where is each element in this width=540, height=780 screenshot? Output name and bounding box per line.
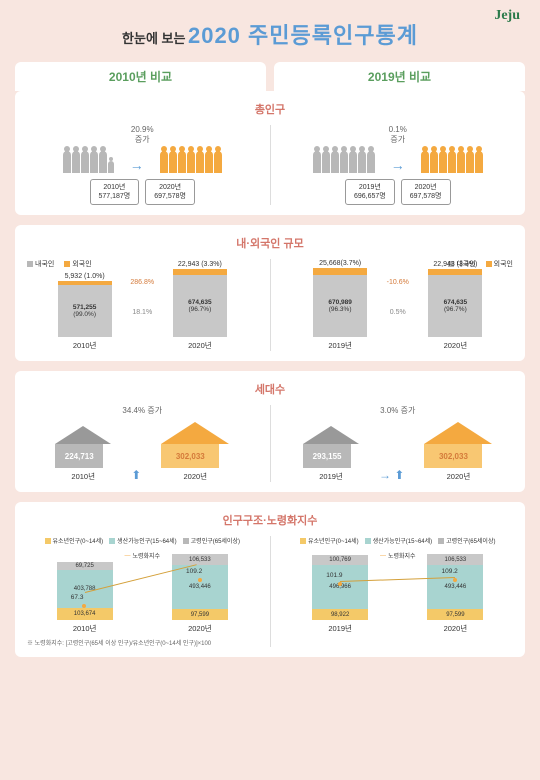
pop-right: 0.1%증가 → 2019년696,657명 2020년697,578명	[283, 125, 514, 205]
jeju-logo: Jeju	[494, 8, 520, 24]
age-seg: 106,533	[172, 554, 228, 565]
people-2019-icon	[313, 151, 375, 173]
age-point	[338, 582, 342, 586]
chart-foreign-left: 286.8% 18.1% 5,932 (1.0%) 571,255(99.0%)…	[27, 273, 258, 351]
pop-right-from: 2019년696,657명	[345, 179, 395, 205]
house-x: 2010년	[71, 471, 95, 482]
house-right-pct: 3.0% 증가	[283, 405, 514, 416]
bar-x: 2020년	[444, 623, 468, 634]
bar-x: 2010년	[73, 340, 97, 351]
bar-x: 2019년	[328, 623, 352, 634]
people-2010-icon	[63, 151, 114, 173]
age-seg: 97,599	[427, 609, 483, 620]
section-title-age: 인구구조·노령화지수	[27, 512, 513, 528]
flow-bot-left: 18.1%	[132, 309, 152, 316]
chart-foreign-right: -10.6% 0.5% 25,668(3.7%) 670,989(96.3%) …	[283, 273, 514, 351]
section-title-foreign: 내·외국인 규모	[27, 235, 513, 251]
section-title-pop: 총인구	[27, 101, 513, 117]
age-seg: 69,725	[57, 562, 113, 570]
house-orange-icon: 302,033 2020년	[161, 422, 229, 482]
flow-top-left: 286.8%	[130, 279, 154, 286]
title-sub: 한눈에 보는	[122, 31, 185, 46]
panel-population: 총인구 20.9%증가 → 2010년577,187명 2020년697,578…	[15, 91, 525, 215]
house-val: 293,155	[303, 444, 351, 468]
arrow-icon: →	[130, 157, 144, 173]
flow-top-right: -10.6%	[387, 279, 409, 286]
age-seg: 100,769	[312, 555, 368, 565]
title-main: 2020 주민등록인구통계	[188, 23, 418, 48]
bar-x: 2010년	[73, 623, 97, 634]
section-title-house: 세대수	[27, 381, 513, 397]
bar-x: 2020년	[444, 340, 468, 351]
panel-age: 인구구조·노령화지수 유소년인구(0~14세) 생산가능인구(15~64세) 고…	[15, 502, 525, 657]
pop-right-pct-label: 증가	[390, 135, 405, 144]
age-idx: 67.3	[71, 594, 84, 601]
age-point	[198, 578, 202, 582]
panel-foreign: 내·외국인 규모 내국인 외국인 286.8% 18.1% 5,932 (1.0…	[15, 225, 525, 361]
chart-age-right: 98,922 496,966 100,769 2019년 97,599 493,…	[283, 564, 514, 634]
tab-2019: 2019년 비교	[274, 62, 525, 91]
bar-x: 2020년	[188, 623, 212, 634]
house-left-pct: 34.4% 증가	[27, 405, 258, 416]
tab-2010: 2010년 비교	[15, 62, 266, 91]
bar-seg: 571,255(99.0%)	[58, 285, 112, 337]
people-2020-icon	[160, 151, 222, 173]
bar-seg: 674,635(96.7%)	[173, 275, 227, 337]
bar-x: 2020년	[188, 340, 212, 351]
house-val: 224,713	[55, 444, 103, 468]
age-idx: 101.9	[326, 572, 342, 579]
bar-x: 2019년	[328, 340, 352, 351]
bar-top-val: 25,668(3.7%)	[319, 260, 361, 267]
bar-seg	[313, 268, 367, 275]
house-orange-icon: 302,033 2020년	[424, 422, 492, 482]
pop-left-pct: 20.9%	[131, 125, 154, 134]
pop-left-pct-label: 증가	[135, 135, 150, 144]
pop-right-pct: 0.1%	[389, 125, 407, 134]
bar-seg: 674,635(96.7%)	[428, 275, 482, 337]
bar-seg: 670,989(96.3%)	[313, 275, 367, 337]
age-seg: 97,599	[172, 609, 228, 620]
page-title: 한눈에 보는 2020 주민등록인구통계	[0, 0, 540, 62]
house-x: 2020년	[447, 471, 471, 482]
bar-top-val: 22,943 (3.3%)	[433, 261, 477, 268]
flow-bot-right: 0.5%	[390, 309, 406, 316]
age-idx: 109.2	[442, 568, 458, 575]
age-seg: 106,533	[427, 554, 483, 565]
bar-top-val: 22,943 (3.3%)	[178, 261, 222, 268]
chart-age-left: 103,674 403,788 69,725 2010년 97,599 493,…	[27, 564, 258, 634]
house-val: 302,033	[424, 444, 482, 468]
house-x: 2019년	[319, 471, 343, 482]
pop-left-from: 2010년577,187명	[90, 179, 140, 205]
age-idx: 109.2	[186, 568, 202, 575]
arrow-icon: →	[391, 157, 405, 173]
up-arrow-icon: ⬆	[131, 468, 141, 482]
age-seg: 98,922	[312, 609, 368, 620]
people-2020b-icon	[421, 151, 483, 173]
house-gray-icon: 293,155 2019년	[303, 426, 359, 482]
house-x: 2020년	[183, 471, 207, 482]
panel-households: 세대수 34.4% 증가 224,713 2010년 ⬆ 302,033 202…	[15, 371, 525, 492]
age-seg: 403,788	[57, 570, 113, 608]
pop-left: 20.9%증가 → 2010년577,187명 2020년697,578명	[27, 125, 258, 205]
bar-top-val: 5,932 (1.0%)	[65, 273, 105, 280]
age-seg: 103,674	[57, 608, 113, 620]
pop-left-to: 2020년697,578명	[145, 179, 195, 205]
up-arrow-icon: → ⬆	[379, 468, 404, 482]
house-gray-icon: 224,713 2010년	[55, 426, 111, 482]
age-footnote: ※ 노령화지수: [고령인구(65세 이상 인구)/유소년인구(0~14세 인구…	[27, 638, 258, 647]
house-val: 302,033	[161, 444, 219, 468]
pop-right-to: 2020년697,578명	[401, 179, 451, 205]
